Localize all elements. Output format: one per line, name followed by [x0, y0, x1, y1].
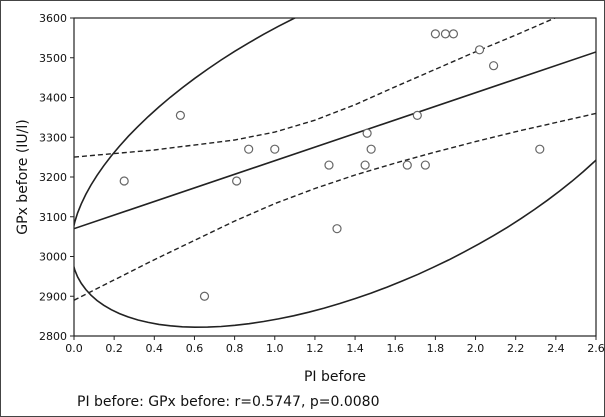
x-tick-label: 2.4 — [547, 342, 565, 355]
y-tick-label: 2900 — [39, 290, 67, 303]
data-point — [199, 291, 210, 301]
plot-content — [74, 18, 596, 329]
axes: 0.0 0.2 0.4 0.6 0.8 1.0 1.2 1.4 1.6 1.8 2.0 2.2 2.4 2… — [39, 12, 605, 355]
data-point — [489, 61, 499, 71]
confidence-band-upper — [74, 18, 557, 158]
data-point — [402, 160, 412, 170]
data-point — [448, 29, 459, 39]
data-point — [232, 176, 242, 186]
data-point — [244, 144, 254, 154]
x-tick-label: 0.8 — [226, 342, 244, 355]
data-point — [324, 160, 334, 170]
data-point — [362, 128, 372, 138]
confidence-ellipse — [74, 18, 596, 329]
regression-line — [74, 51, 596, 230]
x-tick-label: 0.2 — [105, 342, 123, 355]
x-tick-label: 0.6 — [186, 342, 204, 355]
data-point — [270, 144, 280, 154]
x-tick-label: 1.0 — [266, 342, 284, 355]
y-tick-label: 3600 — [39, 12, 67, 25]
data-point — [535, 144, 545, 154]
data-point — [175, 110, 186, 120]
y-tick-label: 3400 — [39, 92, 67, 105]
data-point — [412, 110, 422, 120]
x-tick-label: 1.2 — [306, 342, 324, 355]
y-tick-label: 3000 — [39, 251, 67, 264]
x-tick-label: 1.4 — [346, 342, 364, 355]
data-point — [119, 176, 129, 186]
y-tick-label: 3300 — [39, 131, 67, 144]
x-tick-label: 1.8 — [427, 342, 445, 355]
data-point — [474, 45, 485, 55]
y-axis-label: GPx before (IU/l) — [15, 119, 31, 234]
data-point — [430, 29, 440, 39]
data-point — [366, 144, 376, 154]
y-tick-label: 3200 — [39, 171, 67, 184]
x-tick-label: 2.0 — [467, 342, 485, 355]
data-point — [360, 160, 370, 170]
statistics-caption: PI before: GPx before: r=0.5747, p=0.008… — [77, 394, 379, 410]
x-tick-label: 2.6 — [587, 342, 605, 355]
x-tick-label: 2.2 — [507, 342, 525, 355]
data-point — [440, 29, 451, 39]
y-tick-label: 2800 — [39, 330, 67, 343]
data-point — [332, 224, 342, 234]
confidence-band-lower — [74, 112, 596, 301]
y-tick-label: 3500 — [39, 52, 67, 65]
x-tick-label: 0.0 — [65, 342, 83, 355]
data-point — [420, 160, 430, 170]
x-axis-label: PI before — [304, 369, 366, 385]
plot-area-border — [73, 17, 597, 337]
y-tick-label: 3100 — [39, 211, 67, 224]
x-tick-label: 0.4 — [146, 342, 164, 355]
x-tick-label: 1.6 — [386, 342, 404, 355]
